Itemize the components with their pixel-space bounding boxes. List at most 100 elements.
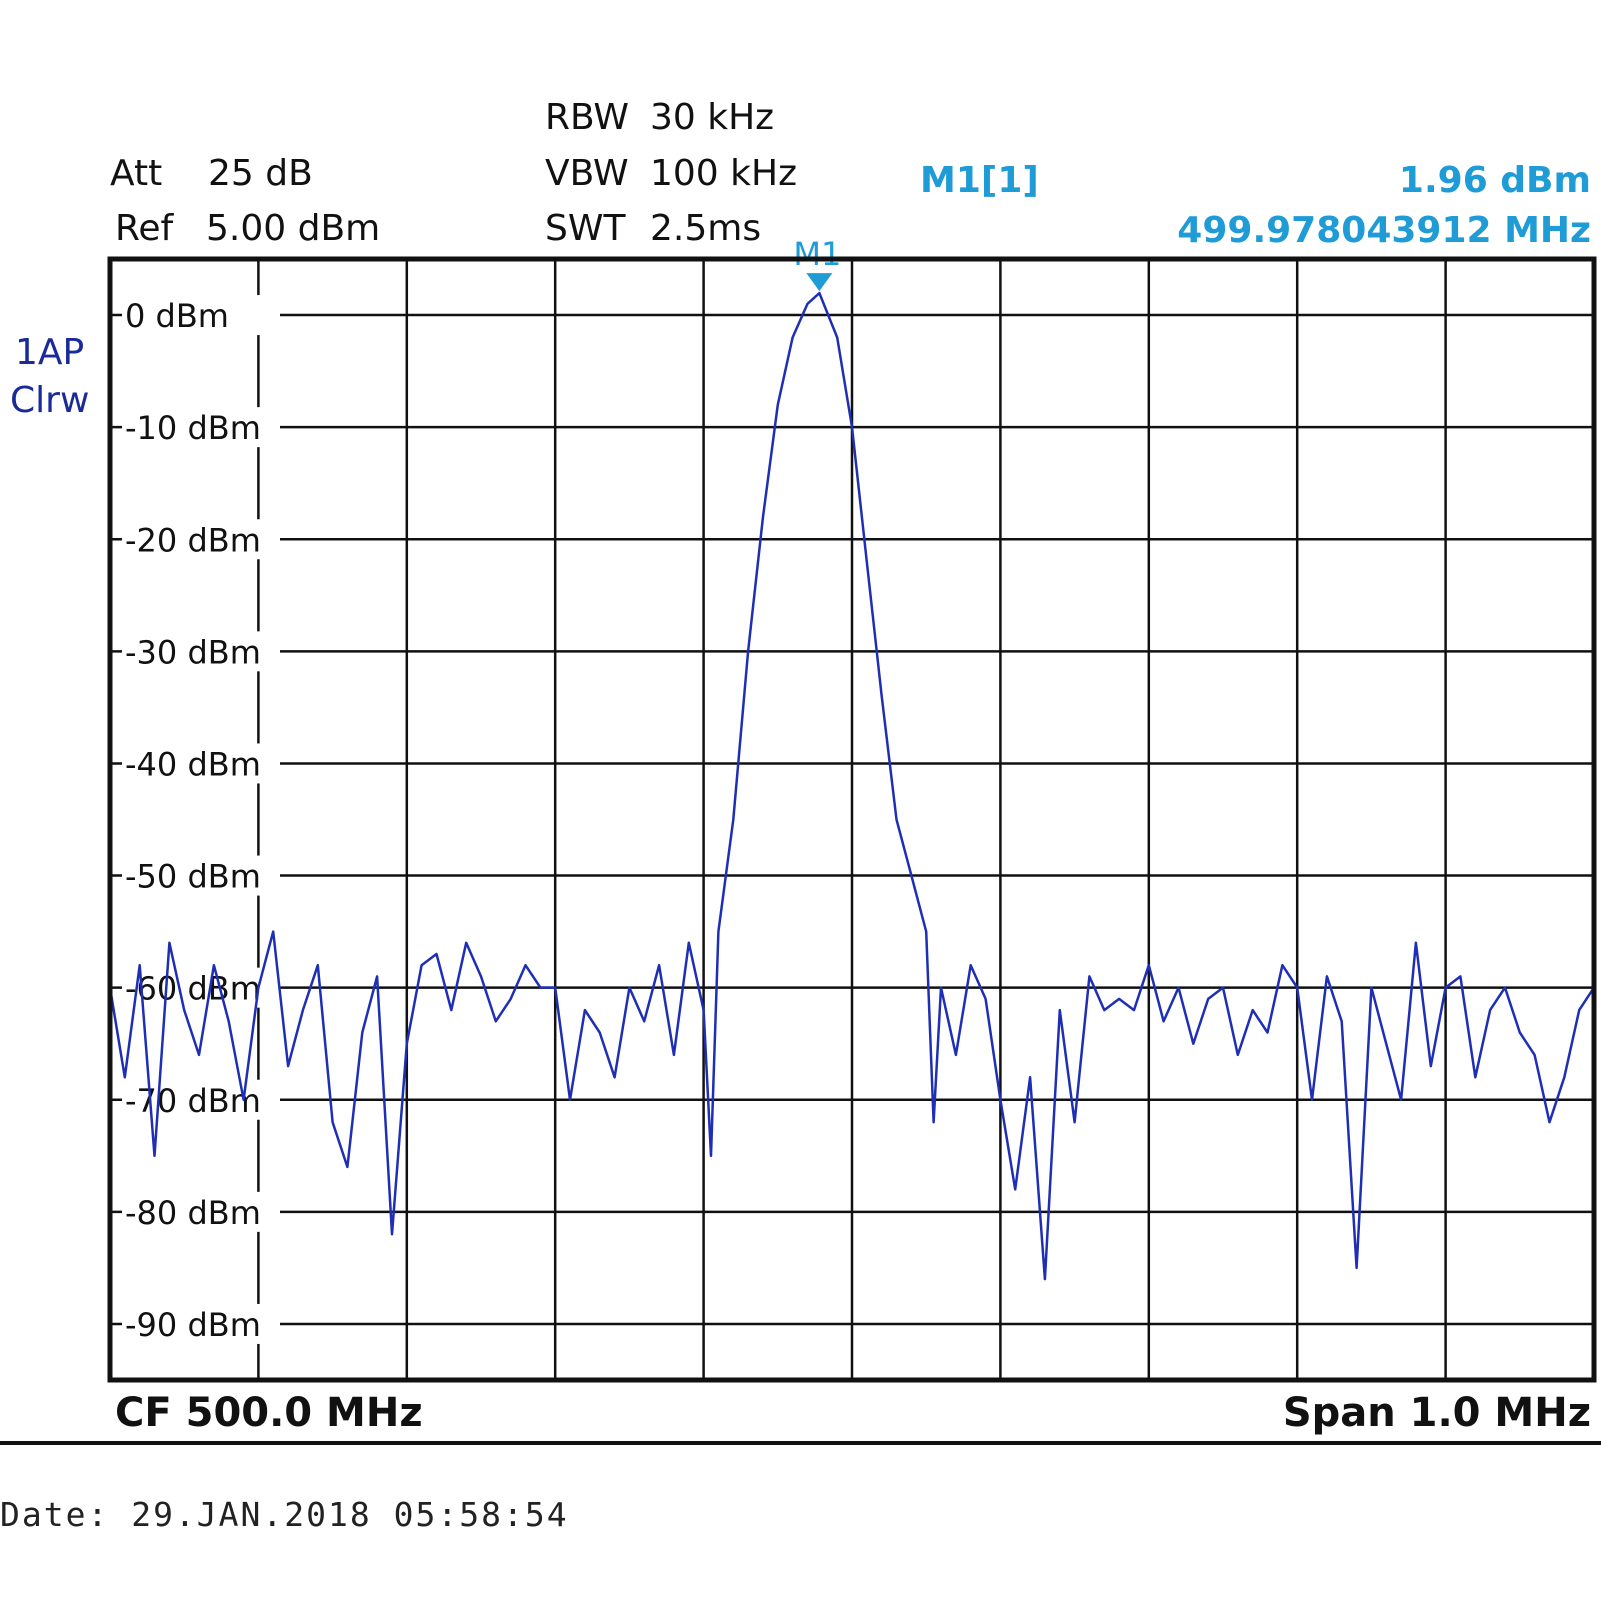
marker-triangle [806,273,833,292]
trace-point [1548,1121,1551,1123]
trace-point [1118,998,1120,1000]
footer-divider [0,1441,1601,1445]
trace-point [1311,1098,1313,1101]
trace-point [1073,1121,1076,1123]
trace-point [435,953,438,955]
trace-point [1578,1009,1580,1011]
trace-point [242,1098,245,1101]
trace-point [198,1054,200,1056]
trace-point [1177,986,1180,989]
trace-point [1355,1267,1358,1269]
att-label: Att [110,153,163,194]
trace-point [1296,986,1298,989]
y-tick-label: -60 dBm [125,970,261,1008]
marker-tag: M1 [793,235,841,273]
trace-point [287,1065,289,1067]
ref-label: Ref [115,208,174,249]
trace-point [1103,1009,1106,1011]
trace-point [955,1054,957,1056]
y-tick-label: -10 dBm [125,409,261,447]
trace-point [762,516,764,518]
trace-point [584,1009,586,1011]
trace-point [480,975,482,978]
trace-point [925,930,927,933]
trace-point [932,1121,935,1123]
trace-point [717,930,720,933]
trace-point [1400,1098,1402,1101]
y-tick-label: -90 dBm [125,1306,261,1344]
trace-point [732,818,735,821]
trace-point [124,1076,126,1079]
trace-point [806,303,809,305]
trace-point [1370,986,1373,989]
att-value: 25 dB [208,153,313,194]
trace-point [346,1166,349,1168]
trace-point [687,942,690,944]
marker-group: M1 [793,235,841,292]
trace-point [940,986,942,989]
trace-point [1266,1031,1269,1034]
trace-point [658,964,660,967]
y-tick-label-bg [122,295,280,336]
center-frequency: CF 500.0 MHz [115,1390,423,1436]
trace-point [895,818,898,821]
trace-point [673,1054,675,1056]
vbw-label: VBW [545,153,629,194]
trace-point [138,964,141,967]
trace-point [747,650,749,653]
marker-name: M1[1] [920,160,1039,201]
trace-point [1519,1031,1521,1034]
trace-point [851,426,853,428]
y-tick-label-bg [122,1191,280,1232]
y-tick-label: 0 dBm [125,297,229,335]
trace-point [791,336,794,339]
trace-point [1340,1020,1343,1023]
trace-point [509,998,512,1000]
y-tick-label: -80 dBm [125,1194,261,1232]
trace-point [406,1042,408,1045]
trace-point [1415,942,1417,944]
y-tick-label: -70 dBm [125,1082,261,1120]
trace-point [710,1155,712,1157]
trace-point [539,986,542,989]
trace-point [598,1031,601,1034]
swt-label: SWT [545,208,626,249]
trace-point [272,930,275,933]
vbw-value: 100 kHz [650,153,797,194]
trace-point [1058,1009,1061,1011]
trace-point [1162,1020,1165,1023]
trace-point [554,986,556,989]
trace-point [183,1009,185,1011]
trace-point [376,975,378,978]
trace-point [1192,1042,1195,1045]
trace-point [1044,1278,1046,1280]
trace-point [420,964,423,967]
y-tick-label-bg [122,631,280,672]
trace-point [777,403,779,406]
trace-point [168,942,171,944]
trace-point [880,695,883,697]
span: Span 1.0 MHz [1282,1390,1591,1436]
rbw-label: RBW [545,97,630,138]
trace-point [153,1155,156,1157]
trace-point [227,1020,230,1023]
y-tick-label-bg [122,519,280,560]
trace-point [1029,1076,1031,1079]
y-tick-label-bg [122,1303,280,1344]
trace-point [257,986,260,989]
trace-point [1326,975,1328,978]
trace-point [910,874,913,877]
marker-frequency: 499.978043912 MHz [1177,210,1591,251]
grid [110,259,1594,1380]
trace-point [1207,998,1209,1000]
trace-point [613,1076,616,1079]
y-tick-label: -40 dBm [125,745,261,783]
trace-point [1385,1042,1388,1045]
trace-point [866,560,868,563]
trace-point [643,1020,646,1023]
trace-point [1148,964,1150,967]
trace-point [1474,1076,1477,1079]
trace-point [1444,986,1447,989]
trace-label-detector: 1AP [15,332,85,373]
